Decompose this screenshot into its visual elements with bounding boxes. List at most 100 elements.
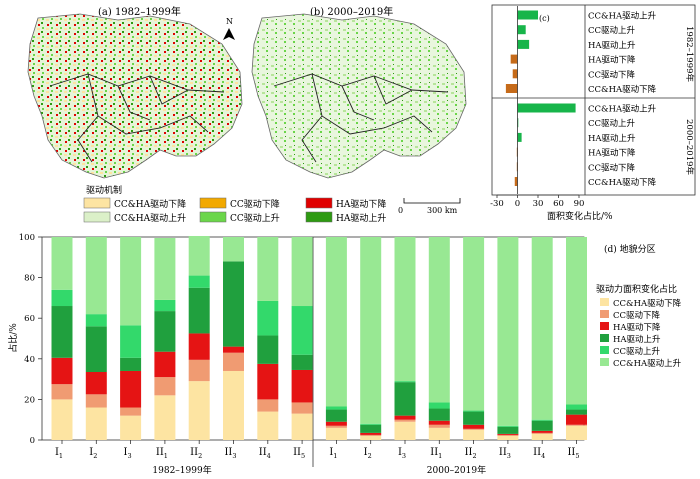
map-legend-swatch-1 [199,197,227,209]
d-bar-0-7-2 [291,369,313,403]
d-bar-0-6-1 [257,399,279,412]
d-bar-1-0-3 [325,409,347,422]
d-ytick-4: 80 [24,274,35,284]
map-b-title: (b) 2000–2019年 [310,5,393,18]
d-xcat-1-5: II3 [499,447,511,460]
d-xcat-0-1: I2 [89,447,97,460]
d-bar-1-4-2 [463,424,485,429]
d-bar-1-7-2 [566,414,587,425]
d-bar-1-7-0 [566,425,587,440]
d-xcat-sub-1-3: 1 [438,452,442,460]
map-legend: 驱动机制 CC&HA驱动下降 CC驱动下降 HA驱动下降 CC&HA驱动上升 CC驱动上… [83,184,386,224]
c-category-0-5: CC&HA驱动下降 [588,84,657,95]
d-bar-0-1-4 [85,314,107,327]
d-xcat-0-4: II2 [190,447,202,460]
d-legend-swatch-0 [600,298,609,306]
c-category-1-0: CC&HA驱动上升 [588,104,657,115]
d-xcat-0-3: II1 [156,447,168,460]
d-bar-1-0-1 [325,425,347,428]
map-legend-label-3: CC&HA驱动上升 [114,213,186,224]
d-bar-0-1-1 [85,394,107,408]
d-bar-0-7-3 [291,354,313,370]
map-a-shape [27,13,243,179]
d-ytick-2: 40 [24,355,35,365]
d-bar-0-5-5 [223,237,244,262]
d-bar-0-7-4 [291,306,313,355]
d-xcat-main-1-5: II [499,447,507,458]
d-bar-0-6-5 [257,237,279,301]
d-bar-1-5-2 [497,433,519,435]
map-b-region-borders [273,73,449,163]
d-bar-1-7-5 [566,237,587,405]
d-bar-1-2-4 [394,381,416,383]
d-bar-0-3-3 [154,311,176,352]
map-legend-label-2: HA驱动下降 [336,198,386,210]
d-bar-0-1-3 [85,326,107,372]
c-xtick-4: 90 [574,199,585,209]
c-category-1-5: CC&HA驱动下降 [588,177,657,188]
d-xcat-main-0-1: I [89,447,93,458]
map-legend-label-4: CC驱动上升 [230,213,280,224]
d-bar-0-5-2 [223,346,244,353]
map-a-title: (a) 1982–1999年 [98,5,181,18]
map-a-region-borders [49,73,225,163]
d-bar-1-7-4 [566,404,587,410]
d-bar-0-1-5 [85,237,107,315]
map-legend-swatch-3 [83,211,111,223]
d-bar-1-7-1 [566,424,587,426]
d-xcat-sub-1-7: 5 [575,452,579,460]
d-bar-1-1-1 [360,434,382,436]
c-bar-0-5 [505,84,518,93]
d-group-1: 2000–2019年 [427,464,486,476]
c-xtick-3: 60 [553,199,564,209]
panel-d-title: (d) 地貌分区 [604,243,656,255]
d-xcat-sub-0-1: 2 [93,452,97,460]
d-bar-0-1-0 [85,407,107,440]
d-xcat-1-7: II5 [567,447,579,460]
c-group-0: 1982–1999年 [684,26,695,83]
d-bar-1-2-3 [394,382,416,416]
c-category-0-2: HA驱动上升 [588,40,636,51]
map-legend-label-0: CC&HA驱动下降 [114,198,186,210]
d-bar-1-1-0 [360,435,382,440]
d-bar-0-6-2 [257,363,279,400]
d-xcat-1-6: II4 [533,447,545,460]
d-bar-0-6-3 [257,335,279,364]
d-xcat-main-0-0: I [55,447,59,458]
d-bar-1-0-0 [325,427,347,440]
d-bar-1-3-2 [428,420,450,425]
d-bar-1-6-1 [531,432,553,434]
map-a: (a) 1982–1999年 N [27,5,243,179]
d-bar-0-6-4 [257,300,279,336]
d-bar-1-4-1 [463,428,485,430]
map-legend-title: 驱动机制 [86,184,122,196]
c-category-0-1: CC驱动上升 [588,25,636,36]
panel-d-ylabel: 占比/% [7,323,19,353]
d-legend-swatch-3 [600,334,609,342]
panel-d-legend-title: 驱动力面积变化占比 [596,283,677,295]
c-bar-0-4 [512,69,518,79]
c-category-0-3: HA驱动下降 [588,55,636,66]
d-xcat-main-1-2: I [398,447,402,458]
d-bar-1-2-0 [394,421,416,440]
d-xcat-1-0: I1 [329,447,337,460]
d-legend-label-0: CC&HA驱动下降 [613,298,682,309]
d-ytick-3: 60 [24,314,35,324]
map-b: (b) 2000–2019年 [251,5,467,179]
c-bar-1-5 [514,177,518,186]
d-bar-0-4-5 [188,235,210,276]
d-legend-label-4: CC驱动上升 [613,346,661,357]
d-bar-0-3-4 [154,299,176,312]
d-xcat-main-1-6: II [533,447,541,458]
d-bar-0-3-2 [154,351,176,378]
c-bar-0-2 [517,39,530,49]
c-xtick-0: -30 [490,199,504,209]
d-bar-1-2-5 [394,237,416,382]
d-bar-0-2-4 [120,325,142,358]
d-xcat-1-2: I3 [398,447,406,460]
c-category-0-4: CC驱动下降 [588,69,636,80]
d-bar-0-0-0 [51,399,73,440]
d-bar-0-3-0 [154,395,176,440]
map-legend-label-5: HA驱动上升 [336,213,386,224]
